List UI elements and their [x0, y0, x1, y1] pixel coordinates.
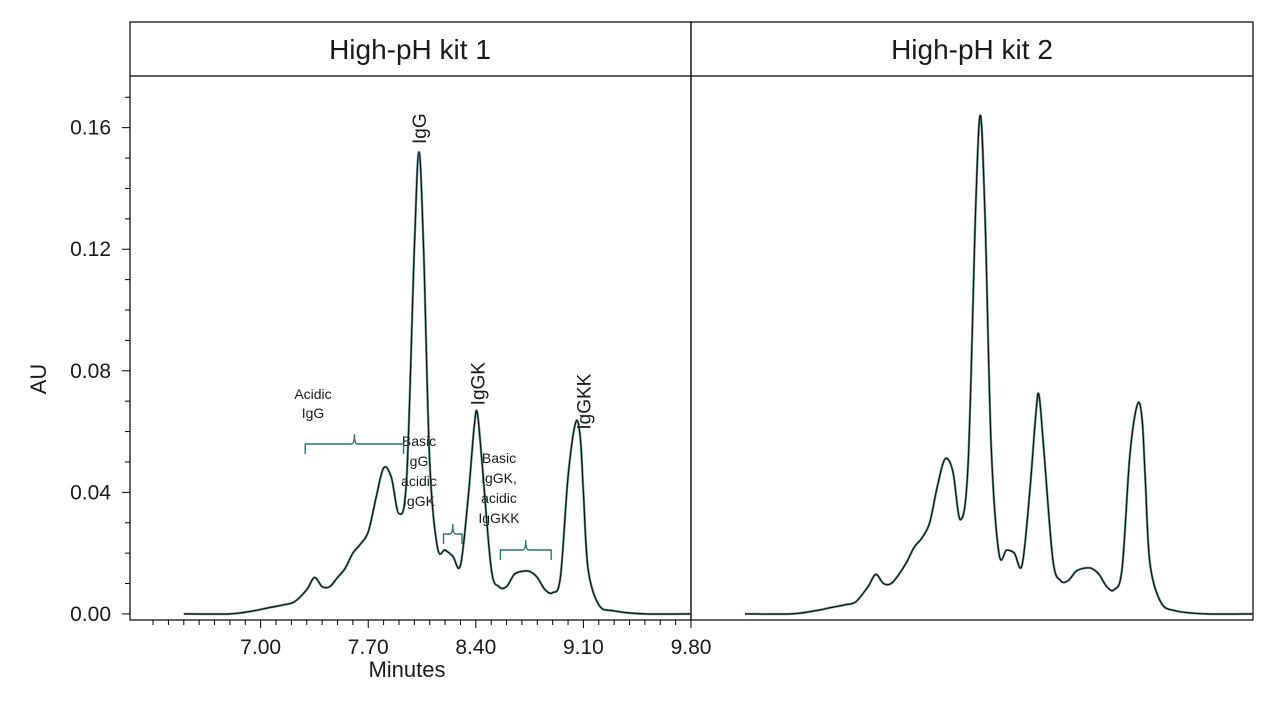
x-tick-label: 9.10: [563, 636, 604, 659]
y-tick-label: 0.16: [70, 117, 111, 140]
x-tick-label: 7.00: [240, 636, 281, 659]
panel-2-frame: [690, 21, 1254, 621]
peak-label-iggkk: IgGKK: [574, 373, 595, 429]
region-label-line: Basic: [482, 450, 516, 466]
y-tick-label: 0.12: [70, 238, 111, 261]
region-label-line: acidic: [481, 490, 517, 506]
region-label-line: Acidic: [294, 386, 331, 402]
chromatogram-traces: [183, 114, 1254, 616]
region-label-acidic-igg: Acidic IgG: [294, 386, 331, 421]
region-bracket: [442, 523, 463, 544]
x-tick-label: 7.70: [348, 636, 389, 659]
y-tick-label: 0.08: [70, 360, 111, 383]
region-label-line: IgG: [302, 405, 325, 421]
y-tick-label: 0.04: [70, 481, 111, 504]
x-tick-label: 8.40: [455, 636, 496, 659]
region-label-line: IgGK: [403, 493, 436, 509]
axis-ticks: [122, 96, 692, 628]
panel-1-title: High-pH kit 1: [329, 34, 491, 65]
y-axis-title: AU: [26, 364, 51, 395]
region-label-line: IgGK,: [481, 470, 517, 486]
region-label-line: acidic: [401, 473, 437, 489]
trace-line: [183, 151, 692, 615]
region-label-line: IgG,: [406, 453, 432, 469]
panel-2-title: High-pH kit 2: [891, 34, 1053, 65]
trace-line-teal: [744, 114, 1254, 616]
x-axis-title: Minutes: [368, 657, 445, 682]
trace-line: [744, 114, 1254, 615]
y-tick-label: 0.00: [70, 603, 111, 626]
region-bracket: [304, 433, 405, 454]
x-tick-label: 9.80: [671, 636, 712, 659]
panel-1-frame: [129, 21, 692, 621]
region-label-line: IgGKK: [478, 510, 520, 526]
region-label-basic-igg: Basic IgG, acidic IgGK: [401, 433, 437, 509]
region-brackets: [304, 433, 552, 560]
peak-label-iggk: IgGK: [468, 362, 489, 406]
region-label-basic-iggk: Basic IgGK, acidic IgGKK: [478, 450, 520, 526]
region-bracket: [499, 539, 552, 560]
peak-label-igg: IgG: [410, 113, 431, 144]
